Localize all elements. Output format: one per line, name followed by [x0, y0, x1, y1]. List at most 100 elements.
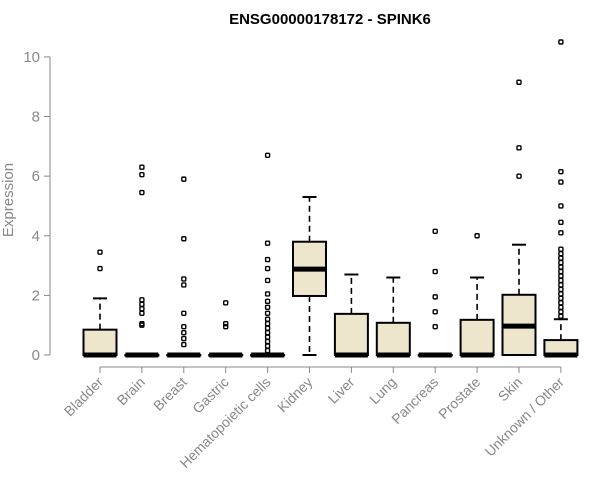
outlier-point — [264, 304, 271, 311]
box-group — [417, 228, 453, 358]
box-group — [82, 249, 118, 358]
outlier-point — [139, 164, 145, 170]
outlier-point — [181, 310, 187, 316]
outlier-point — [139, 321, 145, 327]
outlier-point — [181, 282, 187, 288]
outlier-point — [558, 300, 564, 306]
y-tick-label: 2 — [32, 287, 40, 304]
outlier-point — [264, 240, 271, 246]
outlier-point — [558, 168, 564, 175]
x-tick-label: Lung — [366, 374, 399, 407]
outlier-point — [558, 268, 564, 275]
boxes-group — [82, 39, 579, 358]
outlier-point — [558, 277, 564, 284]
outlier-point — [474, 233, 480, 239]
outlier-point — [181, 176, 187, 182]
outlier-point — [97, 249, 103, 255]
x-tick-label: Bladder — [61, 374, 107, 420]
x-tick-label: Pancreas — [388, 374, 441, 427]
outlier-point — [558, 259, 564, 266]
outlier-point — [432, 268, 438, 275]
outlier-point — [139, 306, 145, 312]
outlier-point — [264, 256, 271, 263]
outlier-point — [558, 219, 564, 226]
outlier-point — [558, 39, 564, 45]
box-group — [333, 273, 369, 358]
outlier-point — [558, 291, 564, 297]
y-tick-label: 6 — [32, 168, 40, 185]
outlier-point — [139, 301, 145, 308]
x-tick-label: Brain — [114, 374, 148, 408]
y-tick-label: 8 — [32, 109, 40, 126]
box-group — [501, 79, 537, 356]
y-tick-label: 4 — [32, 228, 40, 245]
iqr-box — [459, 318, 495, 357]
outlier-point — [558, 286, 564, 293]
chart-title: ENSG00000178172 - SPINK6 — [229, 11, 431, 28]
iqr-box — [82, 328, 118, 356]
outlier-point — [181, 335, 187, 342]
outlier-point — [432, 228, 438, 234]
outlier-point — [181, 236, 187, 242]
x-tick-label: Liver — [325, 374, 358, 407]
box-group — [375, 276, 411, 358]
y-axis-label: Expression — [0, 163, 17, 237]
outlier-point — [222, 321, 229, 327]
outlier-point — [264, 152, 271, 158]
outlier-point — [222, 300, 229, 306]
box-group — [166, 176, 202, 358]
outlier-point — [432, 309, 438, 315]
outlier-point — [264, 321, 271, 327]
outlier-point — [558, 273, 564, 279]
outlier-point — [516, 79, 522, 85]
outlier-point — [558, 282, 564, 288]
outlier-point — [558, 203, 564, 209]
outlier-point — [264, 343, 271, 349]
x-tick-label: Unknown / Other — [481, 374, 567, 460]
outlier-point — [264, 291, 271, 297]
outlier-point — [139, 310, 145, 316]
outlier-point — [139, 189, 145, 196]
y-tick-label: 10 — [23, 49, 40, 66]
outlier-point — [558, 255, 564, 261]
box-group — [292, 196, 327, 356]
outlier-point — [139, 171, 145, 178]
box-group — [208, 300, 244, 358]
x-tick-label: Skin — [495, 374, 526, 405]
outlier-point — [558, 313, 564, 319]
outlier-point — [181, 341, 187, 348]
box-group — [543, 39, 579, 358]
outlier-point — [264, 347, 271, 354]
outlier-point — [558, 295, 564, 302]
outlier-point — [516, 145, 522, 151]
outlier-point — [181, 323, 187, 330]
iqr-box — [333, 312, 369, 356]
outlier-point — [264, 310, 271, 316]
iqr-box — [375, 321, 411, 357]
outlier-point — [558, 179, 564, 185]
y-axis: 0 2 4 6 8 10 — [23, 49, 51, 364]
outlier-point — [181, 276, 187, 282]
outlier-point — [264, 316, 271, 322]
outlier-point — [264, 338, 271, 345]
y-tick-label: 0 — [32, 347, 40, 364]
outlier-point — [432, 294, 438, 300]
outlier-point — [264, 329, 271, 336]
outlier-point — [516, 173, 522, 179]
outlier-point — [558, 246, 564, 252]
x-tick-label: Kidney — [274, 374, 316, 416]
outlier-point — [558, 304, 564, 311]
outlier-point — [558, 250, 564, 257]
outlier-point — [432, 323, 438, 330]
box-group — [124, 164, 160, 358]
x-tick-label: Prostate — [435, 374, 483, 422]
outlier-point — [139, 297, 145, 303]
outlier-point — [558, 309, 564, 315]
outlier-point — [264, 325, 271, 331]
outlier-point — [181, 329, 187, 336]
outlier-point — [264, 334, 271, 340]
outlier-point — [558, 230, 564, 236]
outlier-point — [558, 264, 564, 270]
